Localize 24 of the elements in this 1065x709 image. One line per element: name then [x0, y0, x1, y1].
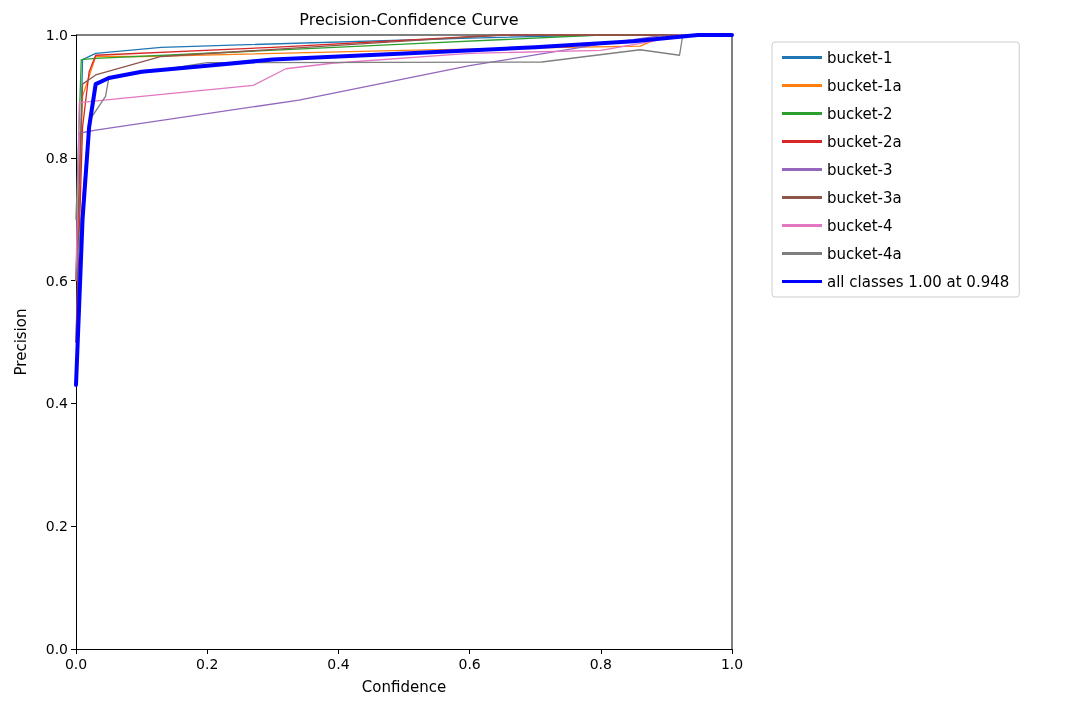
x-axis-title: Confidence: [361, 677, 447, 696]
legend-label: bucket-2a: [827, 132, 902, 151]
legend-label: bucket-1: [827, 48, 893, 67]
legend-label: bucket-3: [827, 160, 893, 179]
y-tick-label: 0.4: [45, 395, 69, 412]
legend-label: all classes 1.00 at 0.948: [827, 272, 1010, 291]
legend-label: bucket-4: [827, 216, 893, 235]
y-tick-label: 0.8: [45, 149, 68, 166]
legend-label: bucket-1a: [827, 76, 902, 95]
x-tick-label: 0.2: [196, 656, 219, 672]
y-tick-label: 1.0: [45, 27, 68, 43]
chart-title: Precision-Confidence Curve: [299, 9, 519, 29]
x-tick-label: 0.8: [589, 656, 612, 672]
legend-label: bucket-2: [827, 104, 893, 123]
y-tick-label: 0.2: [45, 518, 68, 535]
x-tick-label: 0.6: [458, 656, 481, 672]
x-tick-label: 0.0: [64, 656, 88, 672]
legend-label: bucket-4a: [827, 244, 902, 263]
y-tick-label: 0.0: [45, 641, 68, 657]
legend-label: bucket-3a: [827, 188, 902, 207]
y-axis-title: Precision: [11, 308, 30, 376]
x-tick-label: 0.4: [327, 656, 350, 672]
y-tick-label: 0.6: [45, 272, 69, 289]
x-tick-label: 1.0: [720, 656, 744, 672]
